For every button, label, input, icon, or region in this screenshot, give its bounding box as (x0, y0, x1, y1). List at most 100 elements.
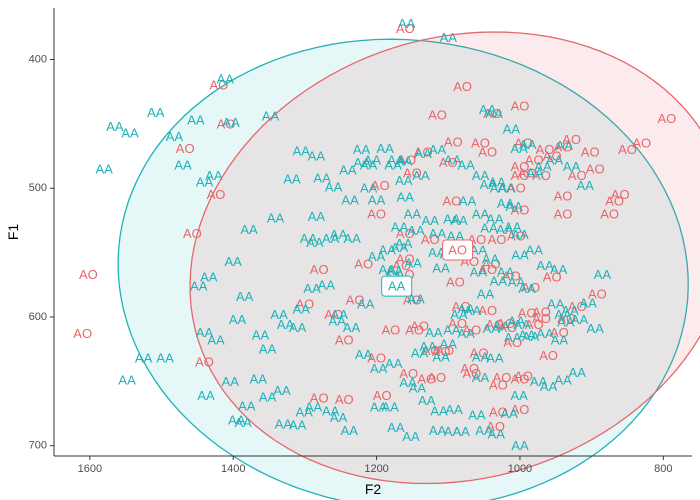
data-point-aa: AA (497, 264, 515, 279)
data-point-aa: AA (289, 320, 307, 335)
data-point-aa: AA (470, 264, 488, 279)
data-point-aa: AA (485, 106, 503, 121)
data-point-ao: AO (483, 106, 502, 121)
data-point-aa: AA (387, 152, 405, 167)
centroid-label-ao: AO (442, 239, 474, 261)
data-point-ao: AO (183, 226, 202, 241)
data-point-ao: AO (568, 299, 587, 314)
data-point-ao: AO (346, 293, 365, 308)
data-point-aa: AA (472, 168, 490, 183)
data-point-ao: AO (439, 155, 458, 170)
data-point-ao: AO (600, 207, 619, 222)
data-point-aa: AA (577, 178, 595, 193)
data-point-aa: AA (443, 322, 461, 337)
data-point-aa: AA (511, 388, 529, 403)
data-point-aa: AA (330, 227, 348, 242)
data-point-aa: AA (207, 333, 225, 348)
data-point-aa: AA (536, 258, 554, 273)
data-point-aa: AA (259, 389, 277, 404)
data-point-aa: AA (387, 420, 405, 435)
data-point-aa: AA (458, 158, 476, 173)
data-point-aa: AA (398, 16, 416, 31)
data-point-ao: AO (554, 189, 573, 204)
x-axis-title: F2 (365, 481, 382, 497)
data-point-aa: AA (343, 320, 361, 335)
data-point-aa: AA (250, 371, 268, 386)
data-point-aa: AA (453, 424, 471, 439)
data-point-aa: AA (229, 312, 247, 327)
data-point-ao: AO (414, 145, 433, 160)
data-point-aa: AA (308, 209, 326, 224)
data-point-ao: AO (543, 149, 562, 164)
centroid-text: AA (388, 279, 406, 294)
data-point-aa: AA (402, 429, 420, 444)
data-point-ao: AO (396, 21, 415, 36)
data-point-ao: AO (453, 79, 472, 94)
data-point-ao: AO (410, 319, 429, 334)
data-point-ao: AO (562, 132, 581, 147)
data-point-aa: AA (395, 154, 413, 169)
data-point-aa: AA (300, 231, 318, 246)
data-point-aa: AA (540, 379, 558, 394)
data-point-aa: AA (508, 313, 526, 328)
data-point-aa: AA (395, 236, 413, 251)
data-point-aa: AA (587, 321, 605, 336)
data-point-aa: AA (344, 231, 362, 246)
data-point-ao: AO (428, 107, 447, 122)
data-point-ao: AO (463, 366, 482, 381)
data-point-aa: AA (429, 226, 447, 241)
data-point-aa: AA (464, 303, 482, 318)
data-point-aa: AA (511, 227, 529, 242)
data-point-aa: AA (480, 221, 498, 236)
y-axis-ticks: 400 500 600 700 (29, 53, 54, 452)
points-layer: AOAOAOAOAOAOAOAOAOAOAOAOAOAOAOAOAOAOAOAO… (73, 16, 676, 453)
data-point-ao: AO (539, 348, 558, 363)
data-point-aa: AA (190, 279, 208, 294)
data-point-aa: AA (526, 165, 544, 180)
data-point-ao: AO (532, 304, 551, 319)
data-point-aa: AA (496, 222, 514, 237)
data-point-aa: AA (341, 423, 359, 438)
data-point-ao: AO (658, 111, 677, 126)
data-point-ao: AO (478, 262, 497, 277)
data-point-ao: AO (296, 297, 315, 312)
data-point-ao: AO (195, 355, 214, 370)
data-point-aa: AA (504, 330, 522, 345)
data-point-aa: AA (497, 196, 515, 211)
data-point-ao: AO (518, 306, 537, 321)
data-point-ao: AO (498, 320, 517, 335)
data-point-ao: AO (392, 258, 411, 273)
data-point-aa: AA (395, 173, 413, 188)
data-point-ao: AO (618, 142, 637, 157)
data-point-ao: AO (335, 392, 354, 407)
data-point-ao: AO (632, 136, 651, 151)
data-point-aa: AA (468, 407, 486, 422)
data-point-aa: AA (156, 351, 174, 366)
data-point-ao: AO (478, 145, 497, 160)
data-point-aa: AA (571, 312, 589, 327)
data-point-aa: AA (385, 356, 403, 371)
data-point-ao: AO (373, 388, 392, 403)
centroid-layer: AO AA (381, 239, 474, 297)
data-point-aa: AA (331, 307, 349, 322)
data-point-aa: AA (554, 307, 572, 322)
data-point-ao: AO (543, 270, 562, 285)
data-point-aa: AA (147, 105, 165, 120)
data-point-aa: AA (508, 275, 526, 290)
data-point-ao: AO (550, 325, 569, 340)
data-point-aa: AA (470, 243, 488, 258)
data-point-aa: AA (480, 177, 498, 192)
data-point-ao: AO (518, 165, 537, 180)
data-point-aa: AA (205, 168, 223, 183)
data-point-aa: AA (196, 325, 214, 340)
data-point-aa: AA (354, 155, 372, 170)
data-point-aa: AA (561, 303, 579, 318)
data-point-aa: AA (289, 418, 307, 433)
data-point-aa: AA (458, 302, 476, 317)
data-point-aa: AA (200, 270, 218, 285)
data-point-ao: AO (525, 152, 544, 167)
data-point-ao: AO (463, 322, 482, 337)
data-point-ao: AO (611, 187, 630, 202)
data-point-ao: AO (176, 141, 195, 156)
